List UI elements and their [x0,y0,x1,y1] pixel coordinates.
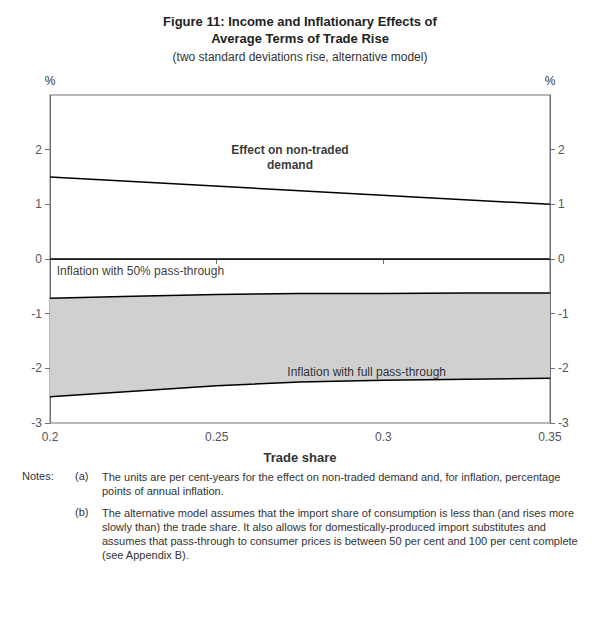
svg-text:0.35: 0.35 [538,430,562,444]
svg-text:Inflation with full pass-throu: Inflation with full pass-through [287,365,446,379]
svg-text:1: 1 [558,197,565,211]
svg-text:2: 2 [558,143,565,157]
svg-text:-2: -2 [31,361,42,375]
svg-text:Average Terms of Trade Rise: Average Terms of Trade Rise [211,31,389,46]
svg-text:0.25: 0.25 [205,430,229,444]
svg-text:Notes:: Notes: [22,470,54,482]
svg-text:The alternative model assumes: The alternative model assumes that the i… [102,507,577,519]
svg-text:-1: -1 [558,307,569,321]
svg-text:Inflation with 50% pass-throug: Inflation with 50% pass-through [57,264,224,278]
svg-text:1: 1 [35,197,42,211]
svg-text:assumes that pass-through to c: assumes that pass-through to consumer pr… [102,535,581,547]
svg-text:The units are per cent-years f: The units are per cent-years for the eff… [102,471,563,483]
svg-text:(b): (b) [75,506,88,518]
svg-text:2: 2 [35,143,42,157]
svg-text:Figure 11: Income and Inflatio: Figure 11: Income and Inflationary Effec… [163,14,437,29]
svg-text:-2: -2 [558,361,569,375]
svg-text:(two standard deviations rise,: (two standard deviations rise, alternati… [173,50,428,64]
svg-text:demand: demand [267,158,313,172]
svg-text:0: 0 [558,252,565,266]
svg-text:points of annual inflation.: points of annual inflation. [102,485,224,497]
svg-text:0: 0 [35,252,42,266]
svg-text:-3: -3 [31,416,42,430]
svg-text:%: % [45,74,56,88]
svg-text:0.3: 0.3 [375,430,392,444]
svg-text:0.2: 0.2 [42,430,59,444]
svg-text:(see Appendix B).: (see Appendix B). [102,549,189,561]
svg-text:Effect on non-traded: Effect on non-traded [231,143,348,157]
svg-text:-1: -1 [31,307,42,321]
svg-text:slowly than) the trade share.: slowly than) the trade share. It also al… [102,521,549,533]
svg-text:(a): (a) [75,470,88,482]
svg-text:%: % [545,74,556,88]
svg-text:-3: -3 [558,416,569,430]
svg-text:Trade share: Trade share [264,450,337,465]
